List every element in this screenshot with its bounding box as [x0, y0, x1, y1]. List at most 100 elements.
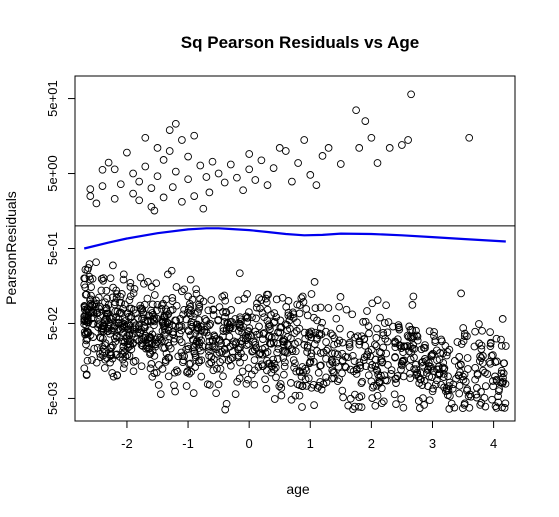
data-point — [195, 340, 203, 349]
data-point — [119, 270, 128, 279]
data-point — [208, 342, 217, 350]
data-point — [237, 324, 245, 333]
data-point — [152, 279, 161, 288]
data-point — [437, 380, 445, 389]
data-point — [103, 327, 112, 335]
data-point — [130, 284, 139, 293]
data-point — [287, 395, 296, 404]
data-point — [82, 290, 91, 299]
data-point — [440, 364, 449, 373]
data-point — [189, 389, 198, 397]
data-point — [251, 341, 260, 349]
data-point — [120, 300, 129, 309]
data-point — [127, 304, 136, 313]
data-point — [355, 337, 364, 346]
data-point — [210, 333, 219, 341]
data-point — [497, 335, 505, 344]
data-point — [266, 321, 274, 330]
data-point — [118, 329, 127, 337]
data-point — [165, 126, 174, 134]
data-point — [292, 327, 301, 335]
data-point — [406, 374, 415, 383]
data-point — [216, 358, 224, 366]
data-point — [269, 338, 278, 347]
data-point — [318, 152, 327, 160]
data-point — [110, 165, 119, 174]
data-point — [109, 261, 117, 270]
data-point — [481, 382, 490, 390]
data-point — [460, 332, 469, 340]
data-point — [159, 193, 168, 202]
data-point — [431, 380, 440, 389]
data-point — [398, 356, 407, 365]
data-point — [209, 311, 218, 319]
data-point — [357, 332, 366, 341]
data-point — [354, 402, 363, 411]
data-point — [116, 353, 124, 361]
data-point — [450, 403, 459, 412]
data-point — [303, 348, 311, 356]
data-point — [477, 398, 486, 407]
data-point — [267, 333, 276, 342]
data-point — [81, 283, 90, 292]
data-point — [159, 156, 168, 164]
data-point — [176, 315, 185, 323]
data-point — [273, 348, 281, 357]
data-point — [219, 372, 227, 381]
data-point — [498, 315, 507, 323]
data-point — [85, 260, 94, 268]
data-point — [433, 356, 441, 365]
data-point — [300, 136, 309, 144]
data-point — [390, 390, 399, 399]
data-point — [345, 343, 354, 351]
data-point — [443, 348, 452, 356]
data-point — [256, 349, 264, 358]
data-point — [212, 389, 220, 398]
data-point — [84, 314, 92, 323]
data-point — [428, 350, 436, 359]
data-point — [288, 177, 296, 186]
data-point — [455, 389, 464, 398]
data-point — [137, 362, 146, 371]
data-point — [425, 396, 434, 405]
data-point — [425, 372, 434, 381]
data-point — [447, 399, 456, 408]
data-point — [201, 315, 209, 323]
data-point — [297, 294, 306, 302]
data-point — [458, 404, 467, 413]
data-point — [165, 147, 174, 155]
data-point — [253, 299, 261, 308]
data-point — [134, 325, 143, 334]
data-point — [196, 161, 205, 170]
data-point — [261, 375, 269, 384]
data-point — [172, 283, 181, 291]
data-point — [167, 266, 176, 275]
data-point — [262, 294, 270, 303]
data-point — [242, 341, 251, 349]
data-point — [129, 358, 138, 366]
data-point — [111, 334, 119, 343]
data-point — [231, 390, 240, 398]
data-point — [355, 340, 364, 349]
data-point — [222, 399, 231, 408]
data-point — [164, 338, 173, 347]
data-point — [153, 300, 162, 309]
data-point — [113, 371, 122, 379]
data-point — [248, 347, 256, 356]
data-point — [301, 375, 310, 384]
data-point — [153, 306, 161, 315]
data-point — [136, 273, 145, 282]
data-point — [108, 369, 117, 377]
data-point — [125, 352, 134, 360]
data-point — [131, 357, 140, 365]
data-point — [234, 353, 242, 362]
data-point — [277, 323, 286, 332]
data-point — [118, 321, 127, 329]
data-point — [87, 291, 95, 300]
data-point — [272, 313, 281, 321]
data-point — [185, 369, 194, 378]
data-point — [281, 358, 289, 367]
data-point — [92, 199, 101, 208]
data-point — [262, 298, 271, 307]
data-point — [190, 192, 199, 200]
